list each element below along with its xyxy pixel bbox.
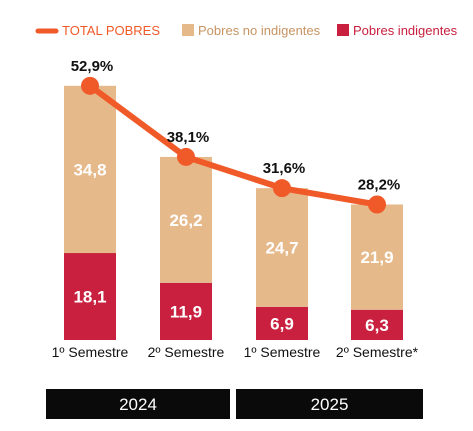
legend-item-no-indigentes: Pobres no indigentes xyxy=(182,23,321,38)
legend-indigentes-swatch xyxy=(337,24,349,36)
total-label-0: 52,9% xyxy=(71,58,114,75)
bar-indigentes-1 xyxy=(160,282,212,340)
total-label-2: 31,6% xyxy=(263,160,306,177)
x-axis: 1º Semestre 2º Semestre 1º Semestre 2º Seme… xyxy=(52,344,419,360)
bar-no-indigentes-3 xyxy=(351,204,403,310)
legend-indigentes-label: Pobres indigentes xyxy=(353,23,458,38)
data-label-indigentes-1: 11,9 xyxy=(170,302,202,321)
data-label-indigentes-0: 18,1 xyxy=(73,288,106,307)
year-label-2025: 2025 xyxy=(311,395,349,414)
x-tick-label-2: 1º Semestre xyxy=(244,344,321,360)
data-label-no-indigentes-1: 26,2 xyxy=(169,211,202,230)
year-bands: 2024 2025 xyxy=(46,389,423,419)
legend-item-indigentes: Pobres indigentes xyxy=(337,23,458,38)
total-line-layer xyxy=(81,76,386,214)
data-label-indigentes-2: 6,9 xyxy=(270,314,294,333)
legend-no-indigentes-swatch xyxy=(182,24,194,36)
data-label-no-indigentes-3: 21,9 xyxy=(360,248,393,267)
data-label-no-indigentes-0: 34,8 xyxy=(73,160,106,179)
labels-layer: 18,1 34,8 11,9 26,2 6,9 24,7 6,3 21,9 52,9% 38,1%… xyxy=(71,58,401,335)
legend: TOTAL POBRES Pobres no indigentes Pobres… xyxy=(35,23,458,38)
total-point-0 xyxy=(81,76,99,95)
bar-no-indigentes-2 xyxy=(256,188,308,307)
total-label-3: 28,2% xyxy=(358,176,401,193)
legend-no-indigentes-label: Pobres no indigentes xyxy=(198,23,321,38)
x-tick-label-0: 1º Semestre xyxy=(52,344,129,360)
bar-indigentes-2 xyxy=(256,306,308,340)
total-point-1 xyxy=(177,147,195,166)
total-label-1: 38,1% xyxy=(167,129,210,146)
year-band-2024 xyxy=(46,389,230,419)
total-point-2 xyxy=(273,179,291,198)
bar-indigentes-3 xyxy=(351,309,403,340)
data-label-indigentes-3: 6,3 xyxy=(365,316,389,335)
legend-total-label: TOTAL POBRES xyxy=(62,23,160,38)
x-tick-label-3: 2º Semestre* xyxy=(336,344,419,360)
total-line xyxy=(87,82,380,208)
year-label-2024: 2024 xyxy=(119,395,157,414)
total-point-3 xyxy=(368,195,386,214)
bar-indigentes-0 xyxy=(64,253,116,340)
data-label-no-indigentes-2: 24,7 xyxy=(265,239,298,258)
bar-no-indigentes-0 xyxy=(64,85,116,254)
year-band-2025 xyxy=(236,389,423,419)
legend-item-total: TOTAL POBRES xyxy=(35,23,160,38)
bars-layer xyxy=(64,85,403,340)
x-tick-label-1: 2º Semestre xyxy=(148,344,225,360)
bar-no-indigentes-1 xyxy=(160,156,212,283)
